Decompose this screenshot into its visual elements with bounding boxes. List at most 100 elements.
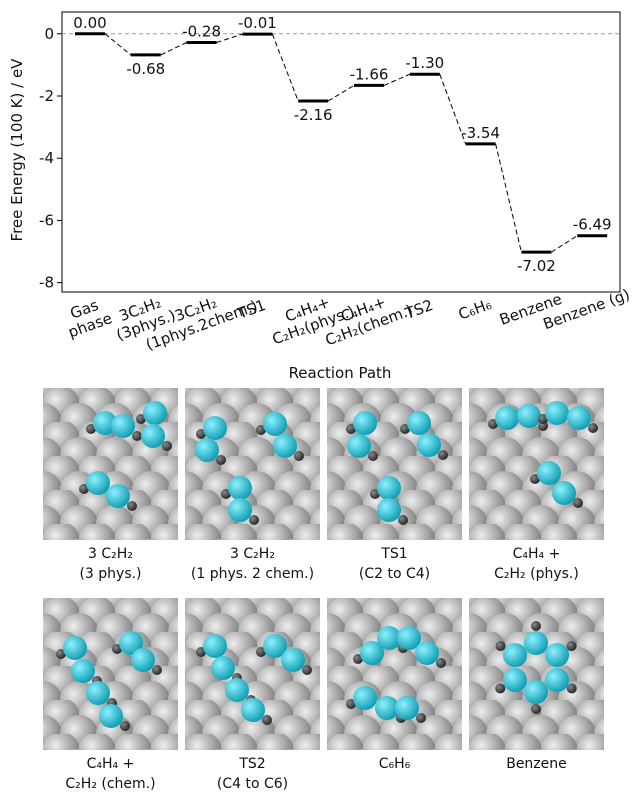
c-atom xyxy=(377,498,401,522)
h-atom xyxy=(256,425,266,435)
h-atom xyxy=(112,644,122,654)
panel-caption: C₄H₄ + xyxy=(87,756,135,772)
h-atom xyxy=(346,424,356,434)
value-label: -1.30 xyxy=(405,54,444,72)
h-atom xyxy=(56,649,66,659)
panel xyxy=(185,598,320,750)
h-atom xyxy=(120,721,130,731)
panel-caption: TS1 xyxy=(380,546,407,562)
h-atom xyxy=(249,515,259,525)
c-atom xyxy=(545,668,569,692)
panel xyxy=(327,598,462,750)
c-atom xyxy=(503,668,527,692)
panel-caption: 3 C₂H₂ xyxy=(230,546,275,562)
panel-caption: (C2 to C4) xyxy=(359,566,430,582)
x-tick-label-line: C₆H₆ xyxy=(456,295,494,323)
h-atom xyxy=(196,647,206,657)
value-label: -6.49 xyxy=(573,216,612,234)
panel xyxy=(43,598,178,750)
panel-caption: C₆H₆ xyxy=(379,756,411,772)
surface-image xyxy=(327,598,462,750)
c-atom xyxy=(360,641,384,665)
plot-frame xyxy=(61,11,621,293)
panel-caption: (C4 to C6) xyxy=(217,776,288,791)
c-atom xyxy=(524,680,548,704)
panel-caption: Benzene xyxy=(506,756,567,772)
h-atom xyxy=(221,489,231,499)
c-atom xyxy=(99,704,123,728)
panel xyxy=(43,388,178,540)
c-atom xyxy=(377,626,401,650)
y-tick-label: 0 xyxy=(44,25,54,43)
h-atom xyxy=(566,683,577,694)
value-label: 0.00 xyxy=(73,14,106,32)
panel xyxy=(327,388,462,540)
value-label: -1.66 xyxy=(350,65,389,83)
surface-image xyxy=(185,388,320,540)
c-atom xyxy=(263,412,287,436)
c-atom xyxy=(567,406,591,430)
value-label: -7.02 xyxy=(517,257,556,275)
h-atom xyxy=(216,455,226,465)
h-atom xyxy=(495,683,506,694)
h-atom xyxy=(538,421,548,431)
h-atom xyxy=(79,484,89,494)
h-atom xyxy=(136,414,146,424)
c-atom xyxy=(195,438,219,462)
c-atom xyxy=(241,698,265,722)
c-atom xyxy=(407,411,431,435)
c-atom xyxy=(203,634,227,658)
c-atom xyxy=(417,433,441,457)
c-atom xyxy=(86,471,110,495)
y-tick-label: -6 xyxy=(39,211,54,229)
h-atom xyxy=(495,641,506,652)
connector xyxy=(551,235,578,253)
connector xyxy=(495,143,522,253)
c-atom xyxy=(397,626,421,650)
y-tick-label: -4 xyxy=(39,149,54,167)
h-atom xyxy=(538,414,548,424)
c-atom xyxy=(203,416,227,440)
connector xyxy=(327,84,355,102)
h-atom xyxy=(196,429,206,439)
h-atom xyxy=(132,431,142,441)
h-atom xyxy=(86,424,96,434)
x-tick-label: Gasphase xyxy=(60,293,115,341)
surface-image xyxy=(185,598,320,750)
c-atom xyxy=(93,411,117,435)
h-atom xyxy=(353,654,363,664)
h-atom xyxy=(152,665,162,675)
c-atom xyxy=(273,434,297,458)
value-label: -3.54 xyxy=(461,124,500,142)
panel-caption: (1 phys. 2 chem.) xyxy=(191,566,314,582)
c-atom xyxy=(86,681,110,705)
c-atom xyxy=(131,648,155,672)
h-atom xyxy=(262,715,272,725)
connector xyxy=(439,74,467,145)
x-tick-label: 3C₂H₂(3phys.) xyxy=(108,290,178,344)
h-atom xyxy=(531,621,541,631)
h-atom xyxy=(302,665,312,675)
c-atom xyxy=(415,641,439,665)
panel xyxy=(469,388,604,540)
h-atom xyxy=(294,451,304,461)
panel-caption: 3 C₂H₂ xyxy=(88,546,133,562)
surface-image xyxy=(469,598,604,750)
value-label: -0.28 xyxy=(182,22,221,40)
h-atom xyxy=(162,441,172,451)
panel-caption: C₂H₂ (phys.) xyxy=(494,566,579,582)
panel xyxy=(185,388,320,540)
c-atom xyxy=(353,411,377,435)
c-atom xyxy=(211,656,235,680)
h-atom xyxy=(438,450,448,460)
c-atom xyxy=(225,678,249,702)
c-atom xyxy=(353,686,377,710)
c-atom xyxy=(228,476,252,500)
value-label: -2.16 xyxy=(294,106,333,124)
h-atom xyxy=(566,641,577,652)
c-atom xyxy=(228,498,252,522)
value-label: -0.68 xyxy=(126,60,165,78)
c-atom xyxy=(263,634,287,658)
c-atom xyxy=(495,406,519,430)
